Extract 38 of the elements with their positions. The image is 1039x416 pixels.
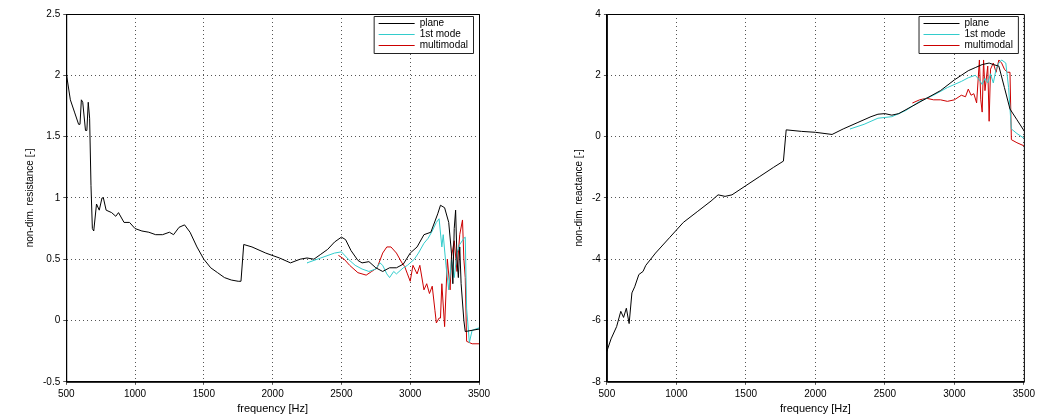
legend-label: multimodal xyxy=(964,39,1013,51)
x-axis-title: frequency [Hz] xyxy=(237,402,309,415)
x-tick-label: 3500 xyxy=(467,387,491,399)
legend-label: multimodal xyxy=(419,39,469,51)
x-tick-label: 1500 xyxy=(192,387,216,399)
x-tick-label: 3000 xyxy=(943,387,966,399)
x-tick-label: 1000 xyxy=(123,387,147,399)
y-tick-label: 2.5 xyxy=(46,7,61,19)
x-tick-label: 2000 xyxy=(261,387,285,399)
y-tick-label: 0.5 xyxy=(46,252,61,264)
legend-label: 1st mode xyxy=(419,28,462,40)
x-tick-label: 500 xyxy=(57,387,76,399)
y-tick-label: 4 xyxy=(595,7,602,19)
x-tick-label: 2500 xyxy=(330,387,353,399)
legend-label: 1st mode xyxy=(964,28,1007,40)
y-axis-title: non-dim. resistance [-] xyxy=(23,148,35,248)
y-tick-label: 2 xyxy=(595,69,602,81)
x-tick-label: 2500 xyxy=(873,387,897,399)
y-tick-label: -0.5 xyxy=(43,375,61,387)
legend-label: plane xyxy=(964,17,990,29)
x-tick-label: 3000 xyxy=(399,387,422,399)
x-axis-title: frequency [Hz] xyxy=(779,402,851,415)
y-tick-label: 2 xyxy=(54,69,61,81)
y-tick-label: 0 xyxy=(54,314,61,326)
x-tick-label: 500 xyxy=(598,387,616,399)
y-tick-label: -4 xyxy=(591,252,602,264)
y-tick-label: 0 xyxy=(595,130,602,142)
x-tick-label: 1000 xyxy=(665,387,688,399)
y-tick-label: -6 xyxy=(591,314,602,326)
x-tick-label: 3500 xyxy=(1012,387,1036,399)
y-tick-label: -2 xyxy=(591,191,602,203)
x-tick-label: 2000 xyxy=(804,387,827,399)
y-tick-label: -8 xyxy=(591,375,602,387)
x-tick-label: 1500 xyxy=(734,387,758,399)
y-tick-label: 1 xyxy=(54,191,61,203)
y-tick-label: 1.5 xyxy=(46,130,61,142)
legend-label: plane xyxy=(419,17,445,29)
y-axis-title: non-dim. reactance [-] xyxy=(572,149,584,247)
